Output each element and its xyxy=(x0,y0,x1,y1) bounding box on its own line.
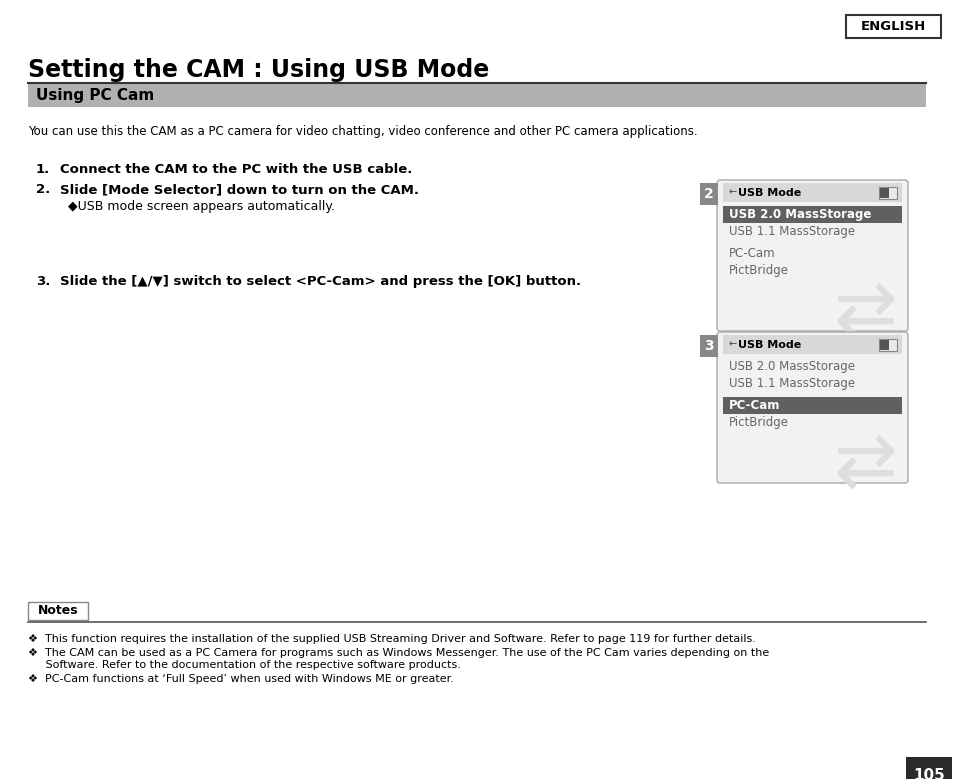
Text: Setting the CAM : Using USB Mode: Setting the CAM : Using USB Mode xyxy=(28,58,489,82)
Text: 2: 2 xyxy=(703,187,713,201)
FancyBboxPatch shape xyxy=(717,180,907,331)
Text: ❖  This function requires the installation of the supplied USB Streaming Driver : ❖ This function requires the installatio… xyxy=(28,634,755,644)
Bar xyxy=(28,602,88,620)
Text: ENGLISH: ENGLISH xyxy=(860,20,924,33)
Text: USB 2.0 MassStorage: USB 2.0 MassStorage xyxy=(728,360,854,373)
Text: PictBridge: PictBridge xyxy=(728,416,788,429)
Text: Slide [Mode Selector] down to turn on the CAM.: Slide [Mode Selector] down to turn on th… xyxy=(60,183,418,196)
Bar xyxy=(28,84,925,107)
FancyBboxPatch shape xyxy=(717,332,907,483)
Bar xyxy=(722,335,901,354)
Text: USB Mode: USB Mode xyxy=(738,188,801,198)
Text: Connect the CAM to the PC with the USB cable.: Connect the CAM to the PC with the USB c… xyxy=(60,163,412,176)
Bar xyxy=(722,206,901,223)
Text: PC-Cam: PC-Cam xyxy=(728,247,775,260)
Text: ◆USB mode screen appears automatically.: ◆USB mode screen appears automatically. xyxy=(68,200,335,213)
Text: Using PC Cam: Using PC Cam xyxy=(36,88,154,103)
Text: ←: ← xyxy=(728,340,737,350)
Polygon shape xyxy=(905,757,951,779)
Text: ❖  PC-Cam functions at ‘Full Speed’ when used with Windows ME or greater.: ❖ PC-Cam functions at ‘Full Speed’ when … xyxy=(28,674,454,684)
Text: ⇄: ⇄ xyxy=(832,428,896,502)
Bar xyxy=(722,397,901,414)
Text: You can use this the CAM as a PC camera for video chatting, video conference and: You can use this the CAM as a PC camera … xyxy=(28,125,697,138)
Text: USB Mode: USB Mode xyxy=(738,340,801,350)
Text: Software. Refer to the documentation of the respective software products.: Software. Refer to the documentation of … xyxy=(28,660,460,670)
Bar xyxy=(878,187,896,199)
Text: ⇄: ⇄ xyxy=(832,276,896,350)
Bar xyxy=(845,15,940,38)
Text: USB 1.1 MassStorage: USB 1.1 MassStorage xyxy=(728,225,854,238)
Text: 2.: 2. xyxy=(36,183,51,196)
Text: Slide the [▲/▼] switch to select <PC-Cam> and press the [OK] button.: Slide the [▲/▼] switch to select <PC-Cam… xyxy=(60,275,580,288)
Text: Notes: Notes xyxy=(38,605,78,618)
Bar xyxy=(879,340,888,350)
Bar xyxy=(722,183,901,202)
Text: ❖  The CAM can be used as a PC Camera for programs such as Windows Messenger. Th: ❖ The CAM can be used as a PC Camera for… xyxy=(28,648,768,658)
Text: USB 1.1 MassStorage: USB 1.1 MassStorage xyxy=(728,377,854,390)
Text: USB 2.0 MassStorage: USB 2.0 MassStorage xyxy=(728,208,870,221)
Bar xyxy=(879,188,888,198)
Bar xyxy=(700,335,718,357)
Text: PictBridge: PictBridge xyxy=(728,264,788,277)
Bar xyxy=(878,339,896,351)
Bar xyxy=(700,183,718,205)
Text: ←: ← xyxy=(728,188,737,198)
Text: 3.: 3. xyxy=(36,275,51,288)
Text: 105: 105 xyxy=(912,767,943,779)
Text: 1.: 1. xyxy=(36,163,51,176)
Text: PC-Cam: PC-Cam xyxy=(728,399,780,412)
Text: 3: 3 xyxy=(703,339,713,353)
